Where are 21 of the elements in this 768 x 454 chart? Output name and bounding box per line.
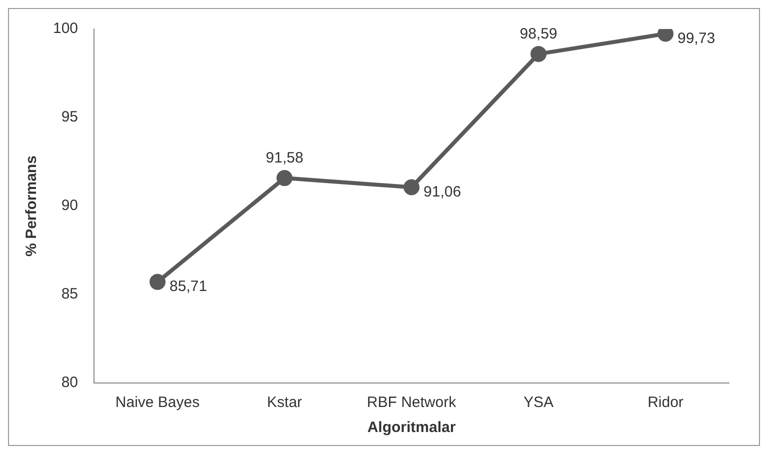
y-tick-label: 80 (61, 374, 78, 392)
data-label: 98,59 (520, 26, 558, 43)
point (276, 170, 293, 186)
point (150, 274, 166, 290)
point (404, 179, 420, 196)
point (530, 46, 547, 62)
data-label: 85,71 (170, 278, 208, 296)
x-tick-label: Naive Bayes (115, 394, 200, 412)
y-tick-label: 85 (61, 286, 78, 303)
y-tick-label: 95 (61, 108, 78, 126)
x-tick-label: RBF Network (366, 394, 457, 412)
y-axis-title: % Performans (23, 156, 40, 256)
data-label: 91,58 (266, 150, 304, 167)
y-tick-label: 100 (52, 20, 78, 38)
x-axis-title: Algoritmalar (367, 419, 456, 436)
y-tick-label: 90 (61, 197, 78, 214)
x-tick-label: Ridor (648, 394, 684, 412)
x-tick-label: Kstar (267, 394, 302, 412)
data-label: 91,06 (424, 183, 462, 200)
data-label: 99,73 (678, 30, 716, 47)
x-tick-label: YSA (524, 394, 554, 412)
